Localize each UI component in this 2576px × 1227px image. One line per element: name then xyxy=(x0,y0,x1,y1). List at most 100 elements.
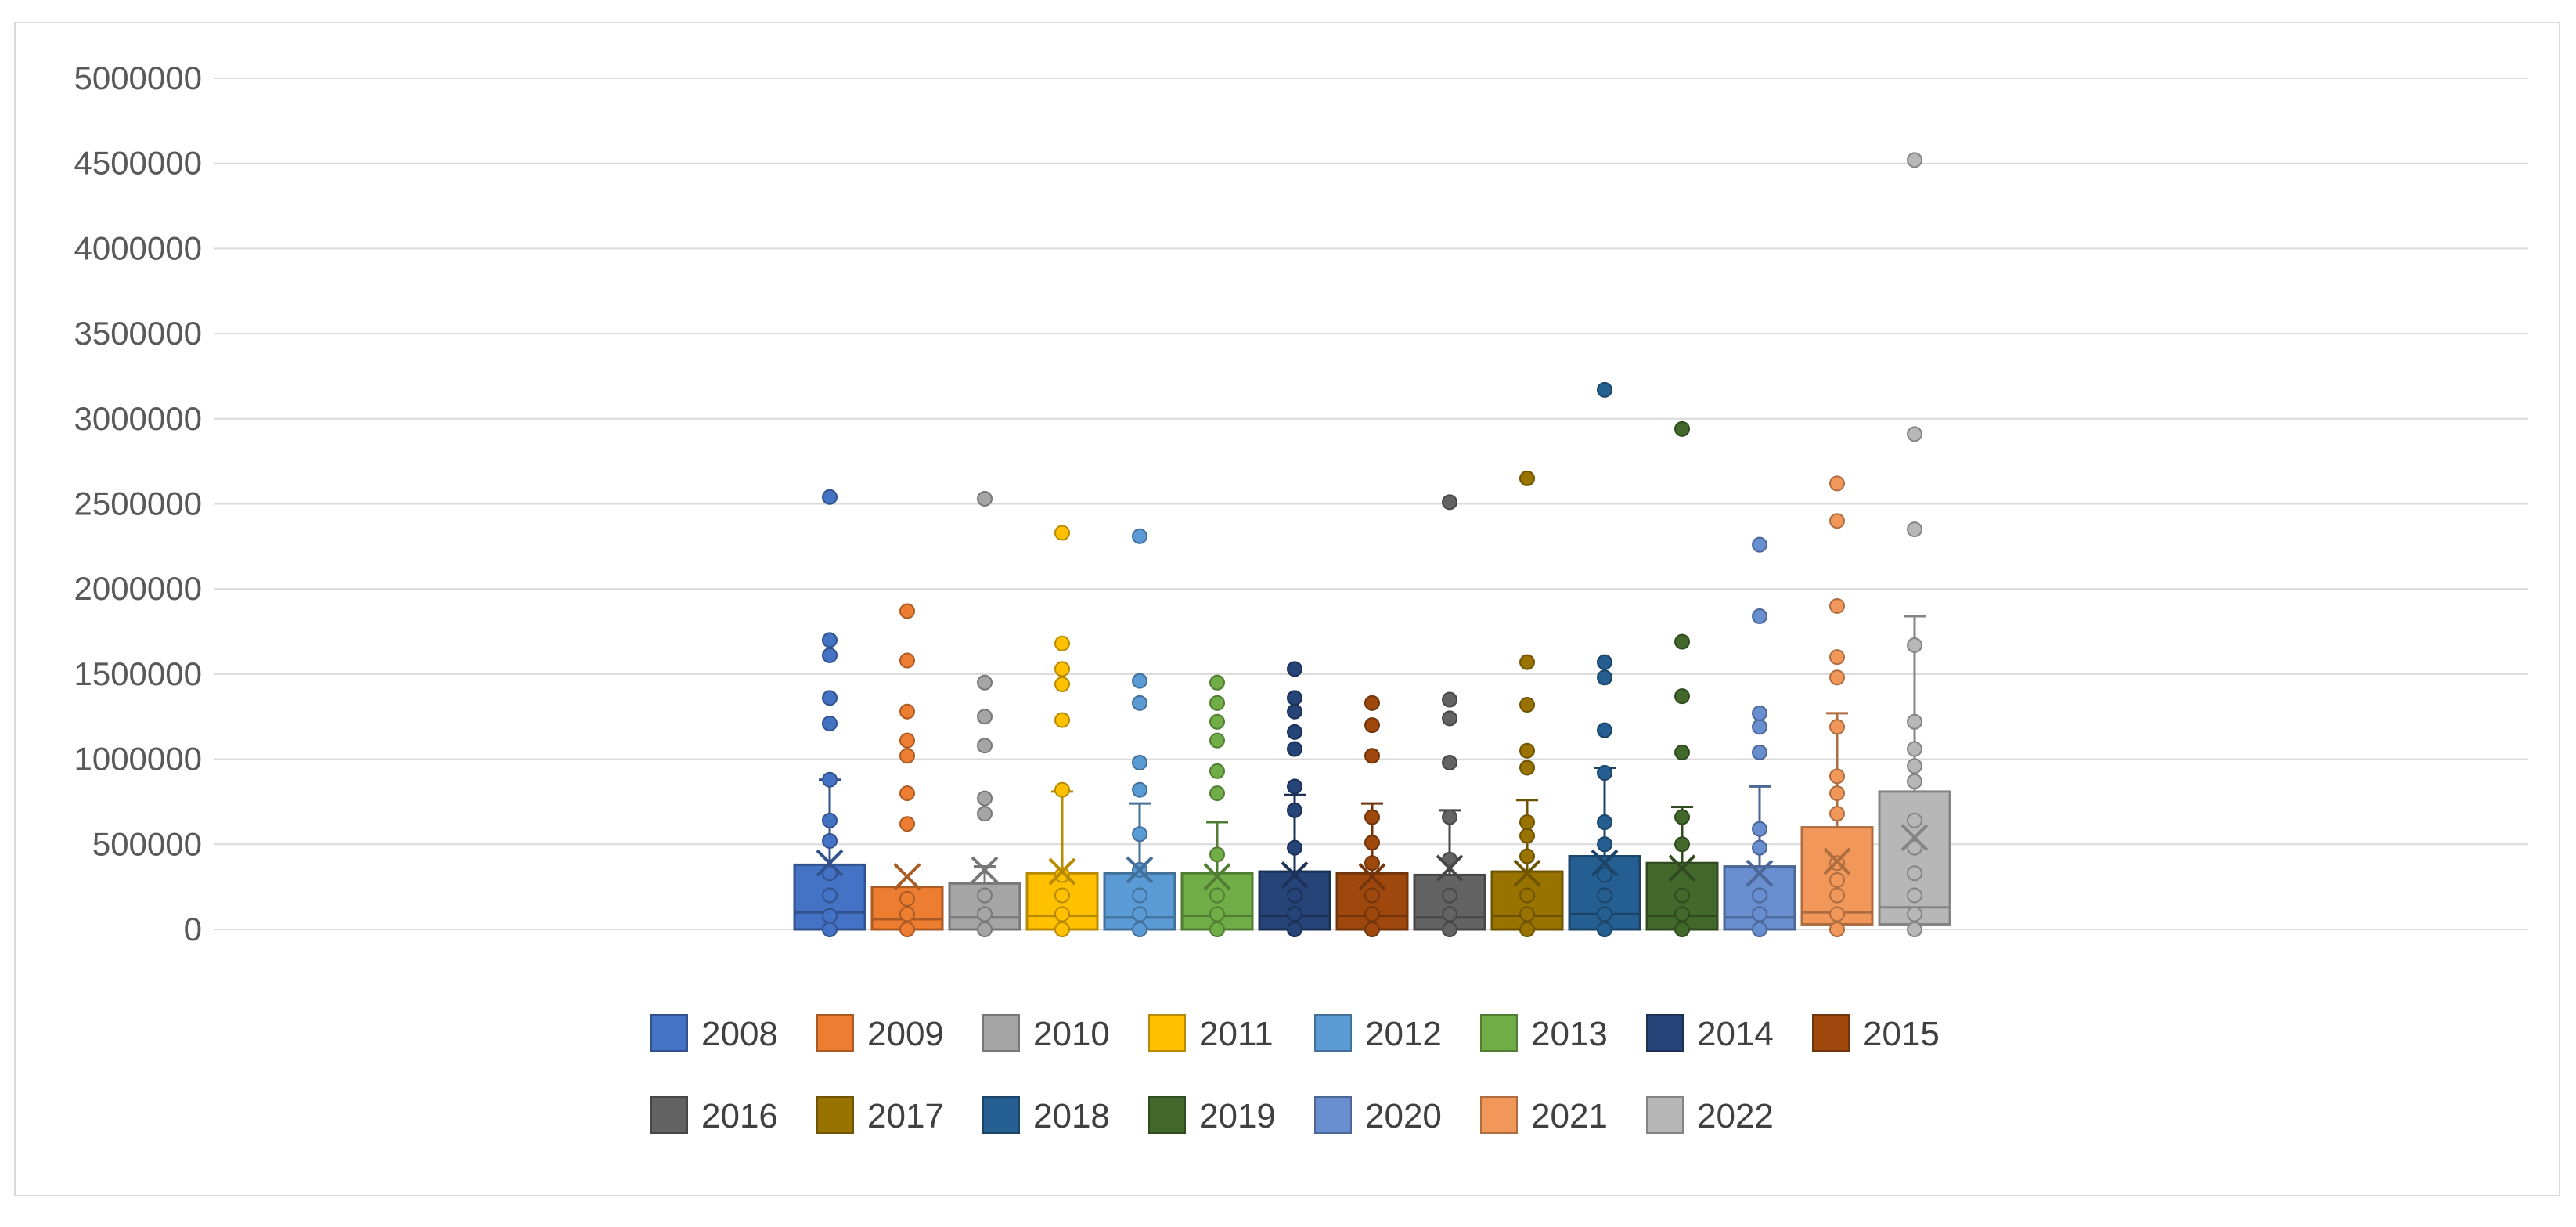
point-2009 xyxy=(899,922,915,937)
point-2013 xyxy=(1209,785,1225,802)
mean-marker-2021 xyxy=(1823,847,1851,875)
point-2010 xyxy=(977,922,993,937)
box-2013 xyxy=(1180,674,1254,937)
point-2022 xyxy=(1907,758,1922,774)
mean-marker-2017 xyxy=(1513,859,1541,887)
point-2009 xyxy=(899,785,915,802)
point-2012 xyxy=(1132,695,1147,711)
legend-label-2011: 2011 xyxy=(1199,1015,1274,1053)
point-2015 xyxy=(1364,906,1380,922)
point-2015 xyxy=(1364,887,1380,904)
point-2008 xyxy=(822,771,838,788)
point-2008 xyxy=(822,832,838,849)
legend-item-2018: 2018 xyxy=(982,1096,1110,1135)
point-2021 xyxy=(1829,806,1845,822)
point-2010 xyxy=(977,674,993,691)
point-2020 xyxy=(1752,839,1767,856)
point-2018 xyxy=(1597,867,1612,883)
point-2011 xyxy=(1054,922,1070,937)
mean-marker-2012 xyxy=(1126,856,1154,884)
legend-label-2017: 2017 xyxy=(867,1097,944,1135)
point-2018 xyxy=(1597,381,1612,398)
legend-swatch-2015 xyxy=(1812,1014,1850,1052)
point-2017 xyxy=(1519,828,1535,844)
point-2009 xyxy=(899,603,915,619)
point-2011 xyxy=(1054,906,1070,922)
point-2018 xyxy=(1597,887,1612,904)
mean-marker-2013 xyxy=(1203,863,1231,891)
box-plot-chart: 0 500000 1000000 1500000 2000000 2500000 30000… xyxy=(74,60,2528,1135)
y-tick-label: 3000000 xyxy=(74,400,202,437)
chart-frame: 0 500000 1000000 1500000 2000000 2500000 30000… xyxy=(14,22,2560,1196)
box-2012 xyxy=(1103,528,1176,937)
y-tick-label: 2000000 xyxy=(74,570,202,607)
point-2014 xyxy=(1287,839,1302,856)
point-2020 xyxy=(1752,922,1767,937)
point-2013 xyxy=(1209,732,1225,749)
point-2022 xyxy=(1907,637,1922,653)
legend-label-2021: 2021 xyxy=(1531,1097,1608,1135)
point-2016 xyxy=(1442,754,1457,770)
point-2020 xyxy=(1752,608,1767,624)
y-tick-label: 1500000 xyxy=(74,655,202,692)
y-tick-label: 500000 xyxy=(92,825,202,862)
point-2017 xyxy=(1519,922,1535,937)
point-2017 xyxy=(1519,906,1535,922)
point-2015 xyxy=(1364,835,1380,851)
point-2019 xyxy=(1674,836,1690,853)
legend-label-2013: 2013 xyxy=(1531,1015,1608,1053)
point-2021 xyxy=(1829,719,1845,735)
point-2011 xyxy=(1054,867,1070,883)
legend-item-2016: 2016 xyxy=(650,1096,778,1135)
point-2008 xyxy=(822,865,838,882)
legend-swatch-2010 xyxy=(982,1014,1020,1052)
point-2021 xyxy=(1829,872,1845,888)
point-2013 xyxy=(1209,846,1225,863)
mean-marker-2015 xyxy=(1358,863,1386,891)
legend-item-2011: 2011 xyxy=(1148,1014,1274,1053)
point-2012 xyxy=(1132,826,1147,843)
point-2022 xyxy=(1907,773,1922,789)
point-2014 xyxy=(1287,661,1302,677)
legend-swatch-2020 xyxy=(1314,1096,1352,1134)
mean-marker-2020 xyxy=(1746,859,1774,887)
point-2012 xyxy=(1132,528,1147,544)
point-2018 xyxy=(1597,906,1612,922)
point-2008 xyxy=(822,690,838,706)
box-2009 xyxy=(870,603,944,937)
point-2017 xyxy=(1519,470,1535,486)
legend: 2008 2009 2010 2011 2012 2013 2014 2015 2016 2017… xyxy=(650,1014,1940,1135)
point-2020 xyxy=(1752,821,1767,837)
legend-label-2022: 2022 xyxy=(1697,1097,1774,1135)
y-tick-label: 4500000 xyxy=(74,145,202,182)
point-2011 xyxy=(1054,661,1070,677)
point-2012 xyxy=(1132,922,1147,937)
legend-item-2019: 2019 xyxy=(1148,1096,1276,1135)
point-2014 xyxy=(1287,802,1302,818)
point-2020 xyxy=(1752,744,1767,760)
legend-label-2012: 2012 xyxy=(1365,1015,1442,1053)
gridlines xyxy=(214,78,2528,930)
legend-item-2014: 2014 xyxy=(1646,1014,1774,1053)
point-2021 xyxy=(1829,887,1845,904)
legend-swatch-2018 xyxy=(982,1096,1020,1134)
legend-label-2018: 2018 xyxy=(1033,1097,1110,1135)
box-2020 xyxy=(1723,536,1796,937)
point-2018 xyxy=(1597,654,1612,670)
point-2011 xyxy=(1054,887,1070,904)
mean-marker-2009 xyxy=(893,863,921,891)
legend-swatch-2008 xyxy=(650,1014,688,1052)
point-2009 xyxy=(899,816,915,832)
point-2020 xyxy=(1752,719,1767,735)
box-2021 xyxy=(1800,475,1874,937)
point-2017 xyxy=(1519,887,1535,904)
box-2008 xyxy=(793,489,866,937)
point-2015 xyxy=(1364,855,1380,872)
point-2012 xyxy=(1132,781,1147,798)
point-2013 xyxy=(1209,906,1225,922)
legend-item-2013: 2013 xyxy=(1480,1014,1608,1053)
point-2020 xyxy=(1752,705,1767,721)
box-2017 xyxy=(1490,470,1564,937)
point-2021 xyxy=(1829,513,1845,529)
legend-swatch-2009 xyxy=(816,1014,854,1052)
